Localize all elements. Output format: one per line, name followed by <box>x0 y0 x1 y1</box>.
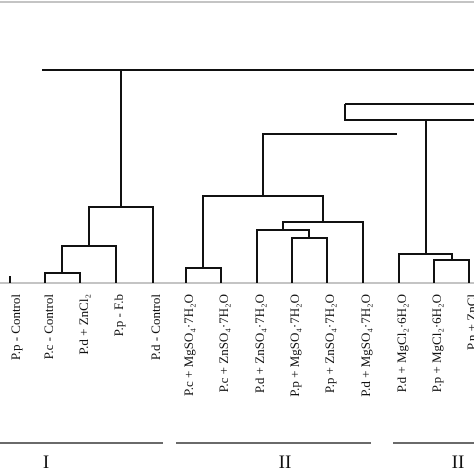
leaf-label-pp-znso4: P.p + ZnSO₄·7H₂O <box>322 294 337 393</box>
leaf-label-pd-control: P.d - Control <box>148 294 163 360</box>
leaf-label-pc-mgso4: P.c + MgSO₄·7H₂O <box>181 294 196 396</box>
leaf-label-pd-zncl2: P.d + ZnCl₂ <box>76 294 91 355</box>
leaf-label-pd-znso4: P.d + ZnSO₄·7H₂O <box>252 294 267 393</box>
leaf-label-pp-mgcl2: P.p + MgCl₂·6H₂O <box>429 294 444 392</box>
group-label-three: II <box>452 452 465 473</box>
branch-pc-mgso4-znso4 <box>185 267 222 283</box>
branch-join-pd-mgcl2 <box>398 253 453 283</box>
leaf-label-pp-fb: P.p - F.b <box>111 294 126 336</box>
leaf-label-pc-control: P.c - Control <box>41 294 56 360</box>
leaf-label-pd-mgso4: P.d + MgSO₄·7H₂O <box>358 294 373 397</box>
branch-pp-mgso4-znso4 <box>291 237 328 283</box>
leaf-label-pn-zncl2: P.n + ZnCl <box>464 294 474 350</box>
leaf-label-pp-mgso4: P.p + MgSO₄·7H₂O <box>287 294 302 397</box>
group-brackets: I II II <box>0 442 474 473</box>
branch-join-pp-fb <box>61 245 117 283</box>
branch-pc-pd-zncl2 <box>44 272 81 283</box>
leaf-label-pc-znso4: P.c + ZnSO₄·7H₂O <box>216 294 231 392</box>
leaf-label-pd-mgcl2: P.d + MgCl₂·6H₂O <box>394 294 409 392</box>
branch-pp-mgcl2-pn-zncl2 <box>433 259 470 283</box>
group-label-two: II <box>279 452 292 473</box>
group-label-one: I <box>43 452 49 473</box>
dendrogram-branches <box>9 69 474 283</box>
branch-cluster-two-root <box>262 133 397 196</box>
branch-join-pd-mgso4 <box>282 221 364 283</box>
branch-cluster-two-join <box>202 195 324 268</box>
leaf-label-pp-control: P.p - Control <box>8 294 23 360</box>
branch-join-two-three <box>344 104 474 121</box>
leaf-labels: P.p - Control P.c - Control P.d + ZnCl₂ … <box>8 294 474 397</box>
